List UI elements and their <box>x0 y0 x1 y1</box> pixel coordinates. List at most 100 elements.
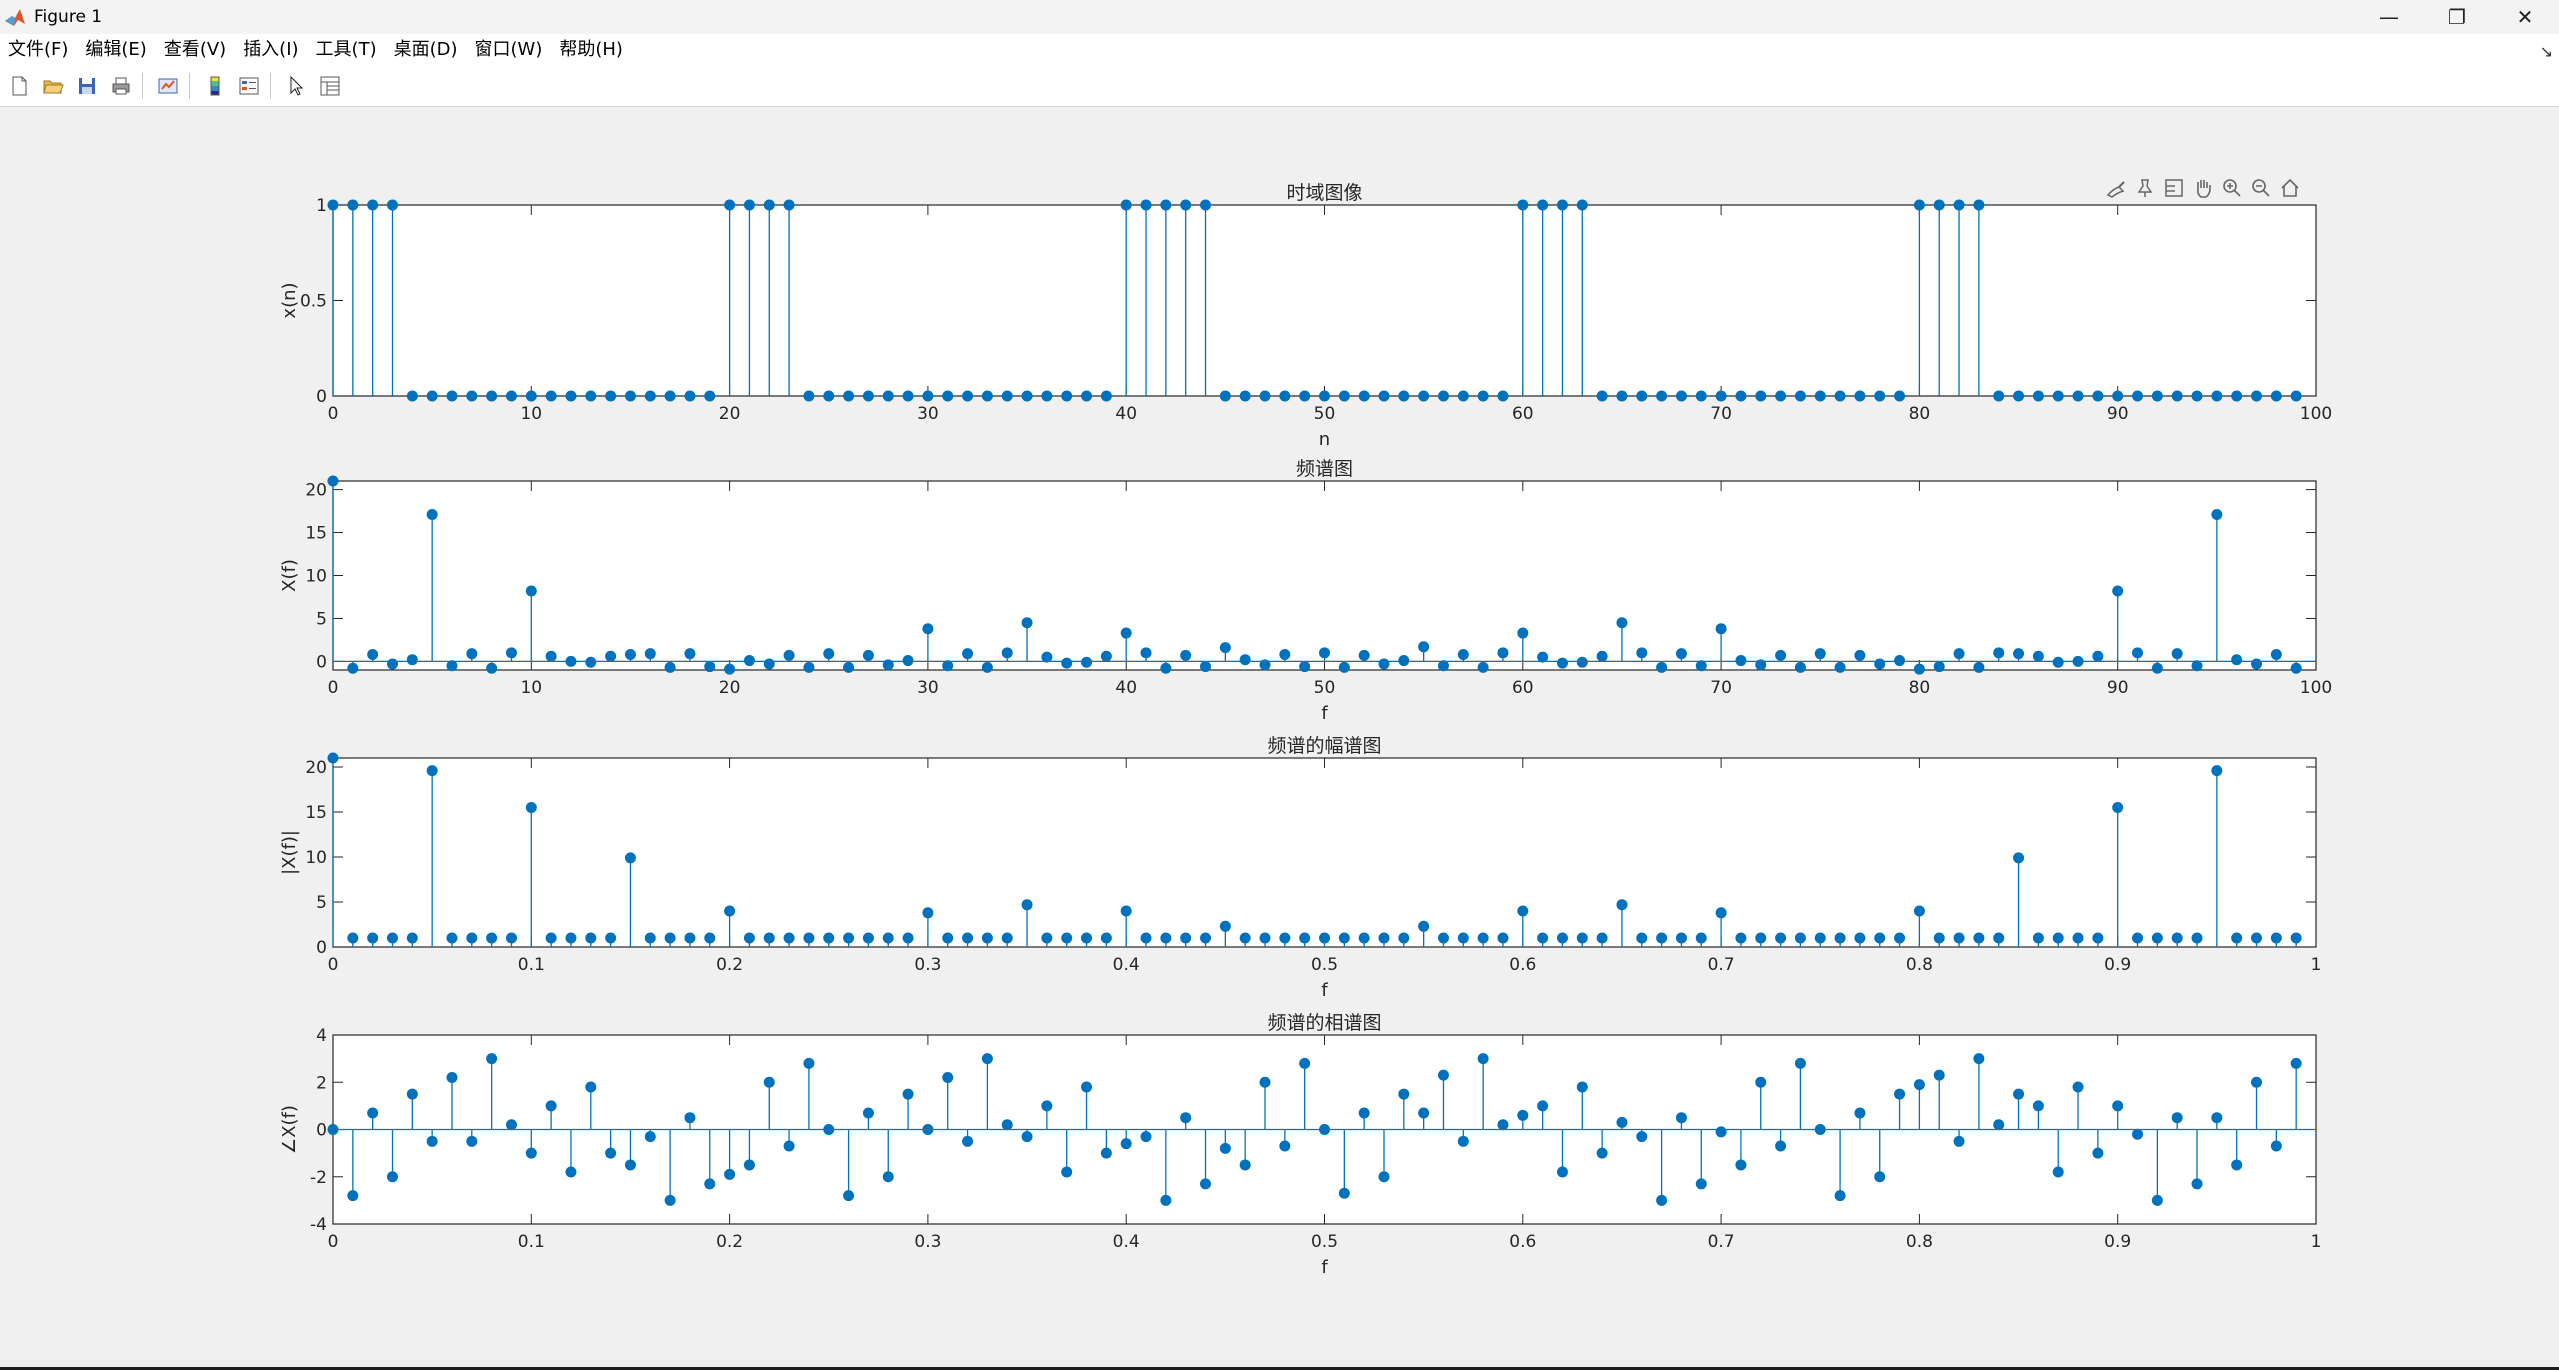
stem-marker <box>644 390 656 402</box>
stem-marker <box>2112 390 2124 402</box>
y-tick-label: -4 <box>310 1215 327 1235</box>
stem-marker <box>1219 642 1231 654</box>
stem-marker <box>1200 661 1212 673</box>
pan-hand-icon[interactable] <box>2190 175 2216 201</box>
menu-insert[interactable]: 插入(I) <box>243 39 299 60</box>
stem-marker <box>386 932 398 944</box>
stem-marker <box>2092 1147 2104 1159</box>
data-tips-icon[interactable] <box>2132 175 2158 201</box>
open-file-icon[interactable] <box>38 71 68 101</box>
x-tick-label: 60 <box>1512 678 1534 698</box>
stem-marker <box>862 390 874 402</box>
stem-marker <box>2151 390 2163 402</box>
stem-marker <box>981 390 993 402</box>
menu-window[interactable]: 窗口(W) <box>474 39 543 60</box>
y-tick-label: 0.5 <box>300 292 327 312</box>
home-icon[interactable] <box>2277 175 2303 201</box>
x-tick-label: 0.6 <box>1509 955 1536 975</box>
stem-marker <box>1854 1107 1866 1119</box>
menu-desktop[interactable]: 桌面(D) <box>393 39 458 60</box>
x-tick-label: 0 <box>328 404 339 424</box>
y-tick-label: 10 <box>305 848 327 868</box>
y-tick-label: 20 <box>305 758 327 778</box>
stem-marker <box>1894 1088 1906 1100</box>
stem-marker <box>426 1135 438 1147</box>
stem-marker <box>1041 390 1053 402</box>
zoom-in-icon[interactable] <box>2219 175 2245 201</box>
x-tick-label: 40 <box>1115 404 1137 424</box>
stem-marker <box>1358 649 1370 661</box>
dock-arrow-icon[interactable]: ↘ <box>2539 42 2553 61</box>
stem-marker <box>1041 1100 1053 1112</box>
edit-plot-arrow-icon[interactable] <box>281 71 311 101</box>
x-tick-label: 0.3 <box>914 1232 941 1252</box>
x-axis-label: f <box>1321 1257 1328 1278</box>
stem-marker <box>1200 199 1212 211</box>
stem-marker <box>367 932 379 944</box>
x-tick-label: 0.4 <box>1113 1232 1140 1252</box>
stem-marker <box>724 1168 736 1180</box>
stem-marker <box>1437 660 1449 672</box>
stem-marker <box>1081 656 1093 668</box>
x-tick-label: 0.5 <box>1311 1232 1338 1252</box>
stem-marker <box>1378 932 1390 944</box>
link-plot-icon[interactable] <box>153 71 183 101</box>
stem-marker <box>1477 932 1489 944</box>
x-tick-label: 0.6 <box>1509 1232 1536 1252</box>
menu-edit[interactable]: 编辑(E) <box>85 39 147 60</box>
stem-marker <box>1180 1112 1192 1124</box>
y-axis-label: ∠X(f) <box>279 1105 300 1154</box>
brush-icon[interactable] <box>2103 175 2129 201</box>
stem-marker <box>1715 623 1727 635</box>
stem-marker <box>942 1072 954 1084</box>
save-icon[interactable] <box>72 71 102 101</box>
close-button[interactable]: ✕ <box>2516 5 2534 29</box>
stem-marker <box>1953 648 1965 660</box>
menu-tools[interactable]: 工具(T) <box>315 39 377 60</box>
stem-marker <box>565 1166 577 1178</box>
menu-view[interactable]: 查看(V) <box>163 39 227 60</box>
restore-button[interactable]: ❐ <box>2448 5 2466 29</box>
menu-help[interactable]: 帮助(H) <box>559 39 623 60</box>
y-tick-label: 0 <box>316 938 327 958</box>
stem-marker <box>1338 390 1350 402</box>
new-figure-icon[interactable] <box>4 71 34 101</box>
print-icon[interactable] <box>106 71 136 101</box>
stem-marker <box>1319 1124 1330 1135</box>
zoom-out-icon[interactable] <box>2248 175 2274 201</box>
stem-marker <box>1120 1138 1132 1150</box>
axes-box-0 <box>332 204 2317 397</box>
menu-file[interactable]: 文件(F) <box>8 39 69 60</box>
stem-marker <box>1497 390 1509 402</box>
stem-marker <box>1219 920 1231 932</box>
stem-marker <box>1180 649 1192 661</box>
stem-marker <box>525 390 537 402</box>
legend-icon[interactable] <box>234 71 264 101</box>
stem-marker <box>704 390 716 402</box>
stem-marker <box>1656 932 1668 944</box>
stem-marker <box>2270 1140 2282 1152</box>
stem-marker <box>406 932 418 944</box>
stem-marker <box>1953 932 1965 944</box>
y-axis-label: |X(f)| <box>279 830 300 875</box>
stem-marker <box>2052 390 2064 402</box>
stem-marker <box>1933 199 1945 211</box>
stem-marker <box>882 932 894 944</box>
stem-marker <box>882 659 894 671</box>
minimize-button[interactable]: — <box>2379 5 2399 29</box>
stem-marker <box>605 390 617 402</box>
stem-marker <box>545 650 557 662</box>
colorbar-icon[interactable] <box>200 71 230 101</box>
stem-marker <box>724 663 736 675</box>
stem-marker <box>1259 659 1271 671</box>
stem-marker <box>2032 390 2044 402</box>
stem-marker <box>525 585 537 597</box>
data-cursor-icon[interactable] <box>2161 175 2187 201</box>
property-inspector-icon[interactable] <box>315 71 345 101</box>
stem-marker <box>2231 654 2243 666</box>
stem-marker <box>585 932 597 944</box>
stem-marker <box>1794 932 1806 944</box>
x-tick-label: 40 <box>1115 678 1137 698</box>
stem-marker <box>1061 1166 1073 1178</box>
stem-marker <box>1319 932 1330 944</box>
